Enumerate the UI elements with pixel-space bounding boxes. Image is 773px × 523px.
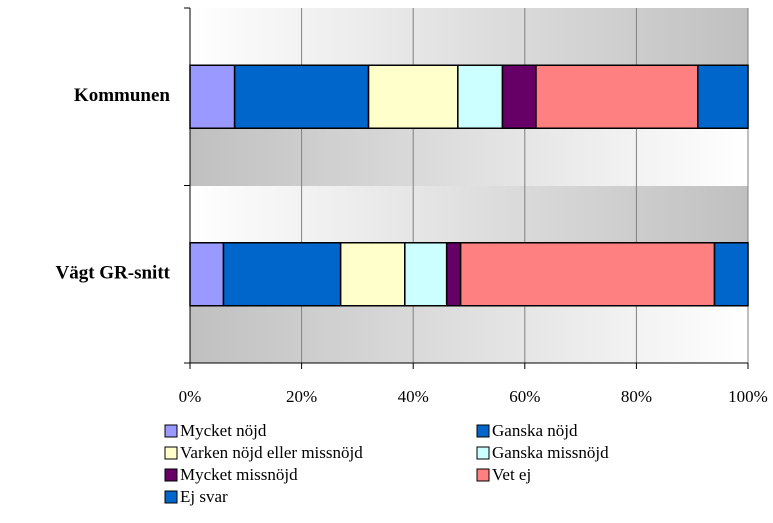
bar-segment [404, 242, 448, 307]
x-tick-label: 80% [621, 387, 652, 406]
x-tick-label: 20% [286, 387, 317, 406]
legend-swatch [164, 424, 178, 438]
bar-segment [189, 242, 225, 307]
bar-segment [367, 64, 459, 129]
bar-segment [339, 242, 406, 307]
bar-segment [459, 242, 716, 307]
legend-swatch [164, 446, 178, 460]
bar-segment [233, 64, 370, 129]
bar-segment [457, 64, 504, 129]
legend-swatch [476, 468, 490, 482]
legend-label: Varken nöjd eller missnöjd [180, 443, 363, 462]
x-tick-label: 40% [398, 387, 429, 406]
legend-label: Vet ej [492, 465, 531, 484]
legend-label: Ganska nöjd [492, 421, 578, 440]
category-label: Kommunen [74, 85, 171, 106]
bar-segment [189, 64, 236, 129]
category-label: Vägt GR-snitt [55, 263, 170, 284]
x-tick-label: 0% [179, 387, 202, 406]
bar-segment [501, 64, 537, 129]
legend-swatch [476, 424, 490, 438]
bar-segment [445, 242, 462, 307]
legend-swatch [164, 490, 178, 504]
legend-swatch [476, 446, 490, 460]
x-tick-label: 100% [728, 387, 768, 406]
legend-label: Mycket nöjd [180, 421, 267, 440]
legend-label: Ganska missnöjd [492, 443, 609, 462]
x-tick-label: 60% [509, 387, 540, 406]
legend-label: Ej svar [180, 487, 228, 506]
legend-label: Mycket missnöjd [180, 465, 298, 484]
bar-segment [713, 242, 749, 307]
legend-swatch [164, 468, 178, 482]
bar-segment [535, 64, 699, 129]
bar-segment [222, 242, 342, 307]
bar-segment [697, 64, 749, 129]
